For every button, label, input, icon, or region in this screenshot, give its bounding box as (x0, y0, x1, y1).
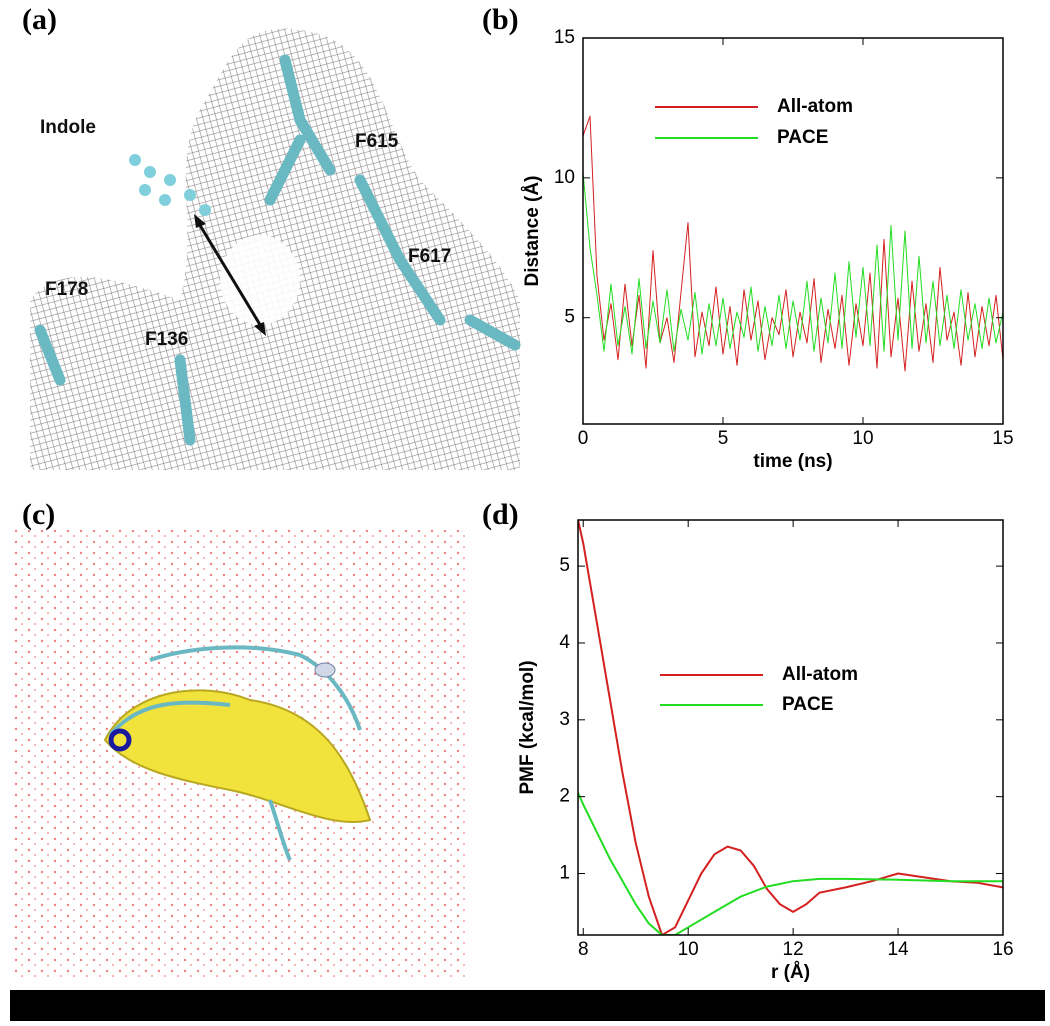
panel-label: (c) (22, 498, 55, 531)
footer-bar (10, 990, 1045, 1021)
y-tick-label: 15 (554, 27, 575, 48)
molecule-label: Indole (40, 117, 96, 138)
legend-label: All-atom (782, 664, 858, 685)
data-line (583, 172, 1003, 355)
y-tick-label: 5 (559, 555, 570, 576)
molecule-label: F617 (408, 246, 451, 267)
x-tick-label: 16 (992, 939, 1013, 960)
molecule-label: F136 (145, 329, 188, 350)
plot-frame (582, 37, 1004, 425)
legend-label: PACE (777, 127, 828, 148)
molecule-image-c (10, 530, 470, 980)
plot-area (583, 115, 1003, 372)
x-tick-label: 15 (992, 428, 1013, 449)
y-tick-label: 10 (554, 167, 575, 188)
data-line (583, 115, 1003, 372)
y-tick-label: 4 (559, 632, 570, 653)
x-tick-label: 10 (852, 428, 873, 449)
y-tick-label: 2 (559, 786, 570, 807)
molecule-image-a (22, 28, 521, 470)
legend-label: All-atom (777, 96, 853, 117)
y-axis-label: Distance (Å) (522, 176, 543, 287)
x-axis-label: time (ns) (753, 451, 832, 472)
x-tick-label: 14 (887, 939, 909, 960)
x-tick-label: 0 (578, 428, 589, 449)
y-tick-label: 3 (559, 709, 570, 730)
y-tick-label: 1 (559, 863, 570, 884)
molecule-label: F178 (45, 279, 88, 300)
y-tick-label: 5 (564, 307, 575, 328)
legend-label: PACE (782, 694, 833, 715)
panel-label: (b) (482, 3, 519, 36)
x-tick-label: 5 (718, 428, 729, 449)
x-tick-label: 12 (783, 939, 804, 960)
panel-label: (d) (482, 498, 519, 531)
x-tick-label: 10 (678, 939, 699, 960)
molecule-label: F615 (355, 131, 399, 152)
plot-area (578, 520, 1003, 935)
data-line (578, 520, 1003, 935)
plot-frame (577, 519, 1004, 936)
y-axis-label: PMF (kcal/mol) (517, 660, 538, 794)
panel-label: (a) (22, 3, 57, 36)
x-tick-label: 8 (578, 939, 589, 960)
data-line (578, 792, 1003, 935)
x-axis-label: r (Å) (771, 962, 810, 983)
